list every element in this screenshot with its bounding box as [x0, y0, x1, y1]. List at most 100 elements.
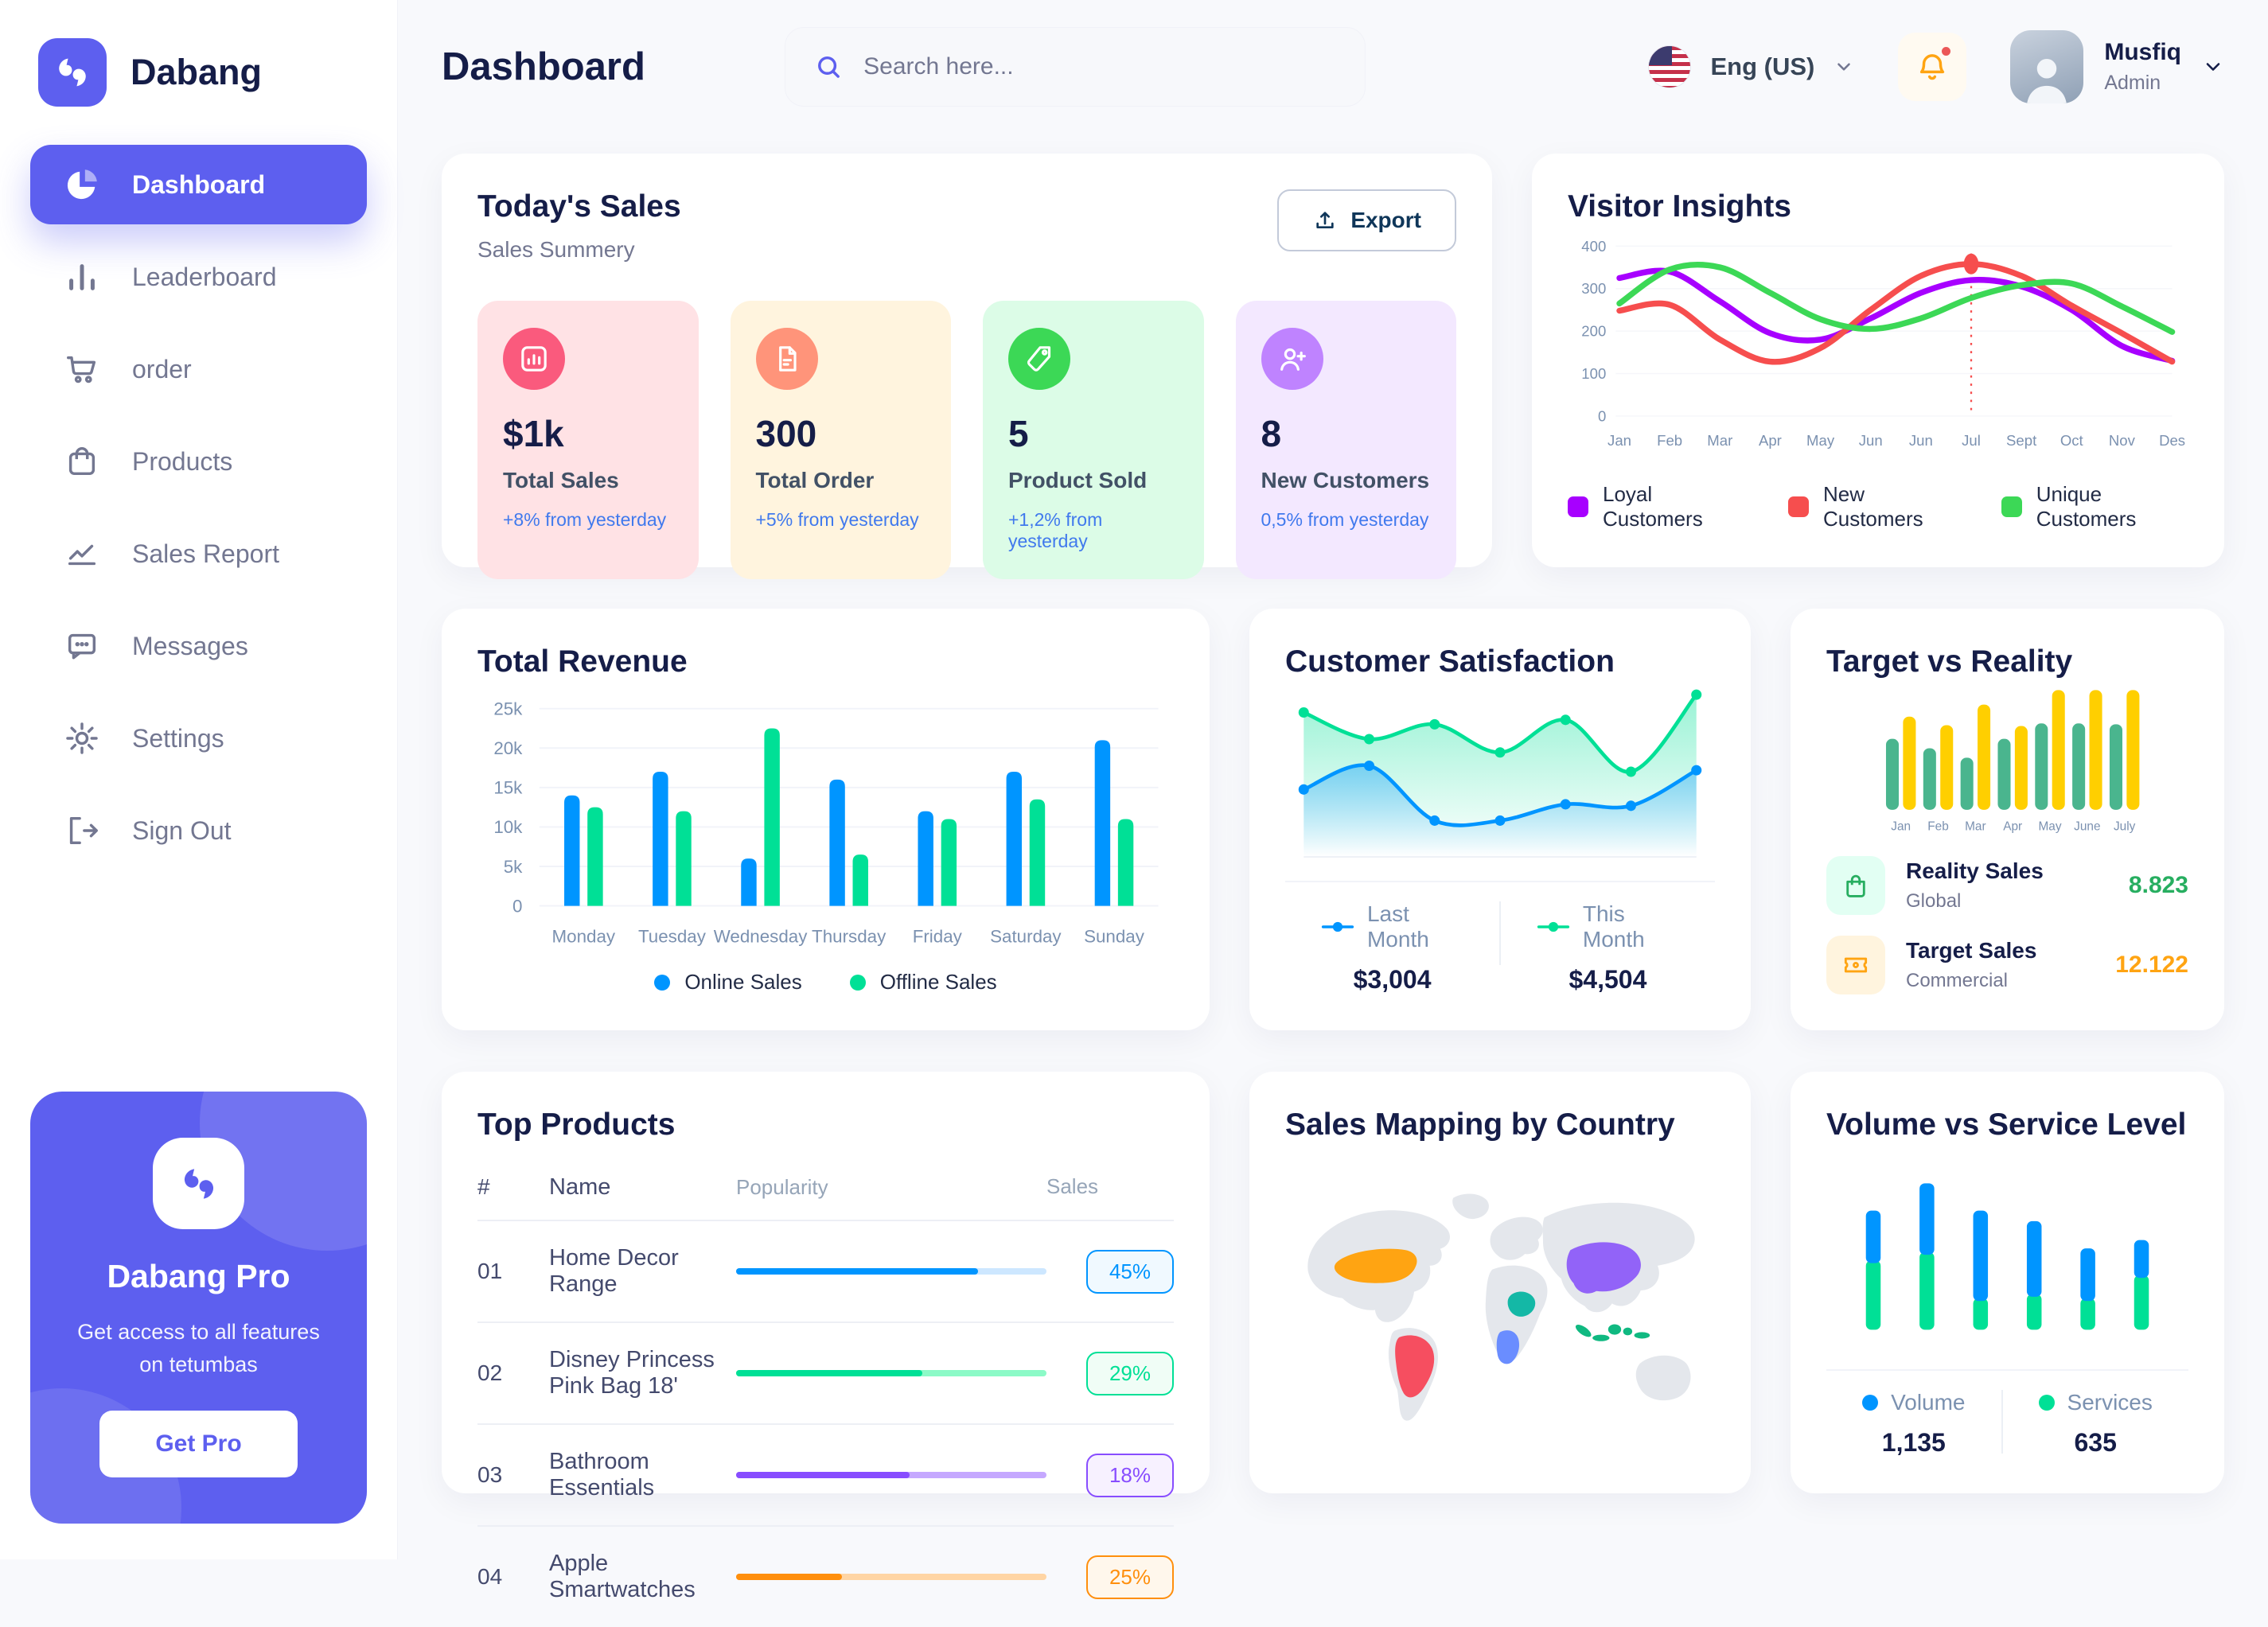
sidebar-item-dashboard[interactable]: Dashboard	[30, 145, 367, 224]
total-revenue-title: Total Revenue	[477, 644, 688, 679]
divider	[1826, 1369, 2188, 1371]
svg-text:Des: Des	[2159, 432, 2185, 449]
svg-text:15k: 15k	[493, 778, 523, 798]
sales-badge: 25%	[1086, 1555, 1174, 1599]
us-flag-icon	[1648, 45, 1692, 88]
popularity-bar	[736, 1574, 1046, 1580]
stat-delta: +8% from yesterday	[503, 509, 667, 530]
sidebar-item-label: Sign Out	[132, 815, 232, 845]
new-customers-stat-card: 8 New Customers 0,5% from yesterday	[1235, 301, 1456, 579]
svg-text:June: June	[2074, 819, 2100, 833]
loyal-customers-swatch	[1568, 496, 1588, 517]
sidebar-item-label: order	[132, 354, 192, 383]
svg-text:100: 100	[1581, 365, 1606, 382]
legend-label: Target Sales	[1906, 938, 2037, 963]
new-customers-swatch	[1787, 496, 1809, 517]
user-add-icon	[1261, 328, 1323, 390]
visitor-insights-chart: 0 100 200 300 400 Jan Feb Mar Apr May Jun Jun Jul Sep…	[1581, 238, 2185, 449]
top-header: Dashboard Eng (US)	[398, 0, 2268, 134]
visitor-insights-title: Visitor Insights	[1568, 189, 1791, 224]
pro-card-title: Dabang Pro	[107, 1258, 290, 1294]
order-file-icon	[755, 328, 818, 390]
app-logo: Dabang	[30, 30, 367, 145]
sidebar-item-label: Products	[132, 446, 233, 476]
volume-vs-service-chart	[1865, 1183, 2149, 1330]
services-total: 635	[2074, 1428, 2117, 1457]
svg-text:20k: 20k	[493, 738, 523, 758]
export-button[interactable]: Export	[1277, 189, 1456, 251]
customer-satisfaction-title: Customer Satisfaction	[1285, 644, 1615, 679]
page-title: Dashboard	[442, 45, 645, 88]
sidebar-item-label: Settings	[132, 723, 224, 753]
volume-dot	[1862, 1395, 1879, 1411]
sidebar-item-label: Dashboard	[132, 169, 266, 199]
sidebar-item-messages[interactable]: Messages	[30, 606, 367, 686]
legend-label: Reality Sales	[1906, 858, 2044, 883]
customer-satisfaction-card: Customer Satisfaction Last Month $3,004	[1249, 609, 1751, 1030]
sidebar-item-sign-out[interactable]: Sign Out	[30, 791, 367, 870]
country-indonesia	[1575, 1324, 1650, 1341]
top-products-title: Top Products	[477, 1107, 676, 1142]
main-area: Dashboard Eng (US)	[398, 0, 2268, 1602]
sales-mapping-card: Sales Mapping by Country	[1249, 1072, 1751, 1493]
reality-sales-bag-icon	[1826, 856, 1885, 915]
language-selector[interactable]: Eng (US)	[1648, 45, 1854, 88]
svg-text:Apr: Apr	[2003, 819, 2022, 833]
sidebar-item-products[interactable]: Products	[30, 422, 367, 501]
sidebar-item-label: Leaderboard	[132, 262, 277, 291]
bag-icon	[68, 447, 95, 476]
svg-text:Saturday: Saturday	[990, 926, 1062, 946]
total-order-stat-card: 300 Total Order +5% from yesterday	[730, 301, 951, 579]
legend-label: Last Month	[1366, 901, 1429, 952]
top-products-card: Top Products # Name Popularity Sales 01 …	[442, 1072, 1210, 1602]
sales-badge: 18%	[1086, 1453, 1174, 1497]
stat-label: New Customers	[1261, 468, 1430, 492]
target-vs-reality-title: Target vs Reality	[1826, 644, 2073, 679]
customer-satisfaction-legend: Last Month $3,004 This Month $4,504	[1285, 901, 1715, 994]
legend-label: Loyal Customers	[1603, 482, 1703, 531]
sidebar-item-sales-report[interactable]: Sales Report	[30, 514, 367, 594]
volume-vs-service-title: Volume vs Service Level	[1826, 1107, 2187, 1142]
search-input[interactable]	[863, 53, 1336, 80]
sales-badge: 29%	[1086, 1351, 1174, 1395]
sidebar-item-leaderboard[interactable]: Leaderboard	[30, 237, 367, 317]
gear-icon	[66, 722, 98, 754]
this-month-total: $4,504	[1569, 965, 1647, 994]
export-label: Export	[1350, 208, 1421, 232]
svg-text:Feb: Feb	[1657, 432, 1682, 449]
bell-icon	[1920, 54, 1945, 80]
notifications-button[interactable]	[1898, 33, 1967, 101]
user-menu[interactable]: Musfiq Admin	[2010, 30, 2224, 103]
sidebar-item-label: Messages	[132, 631, 248, 660]
export-icon	[1316, 212, 1334, 228]
todays-sales-card: Today's Sales Sales Summery Export	[442, 154, 1492, 579]
svg-text:10k: 10k	[493, 817, 523, 837]
top-products-table: # Name Popularity Sales 01 Home Decor Ra…	[477, 1166, 1174, 1627]
svg-text:Jul: Jul	[1962, 432, 1981, 449]
table-row: 04 Apple Smartwatches 25%	[477, 1527, 1174, 1627]
target-vs-reality-chart: Jan Feb Mar Apr May June July	[1885, 690, 2140, 833]
svg-text:May: May	[1806, 432, 1835, 449]
product-name: Home Decor Range	[549, 1245, 679, 1297]
svg-text:Sept: Sept	[2006, 432, 2037, 449]
column-header: #	[477, 1174, 490, 1199]
last-month-line-icon	[1321, 921, 1354, 932]
sign-out-icon	[69, 816, 98, 845]
target-sales-total: 12.122	[2115, 952, 2188, 978]
stat-value: $1k	[503, 413, 564, 454]
product-name: Bathroom Essentials	[549, 1449, 655, 1500]
legend-label: This Month	[1582, 901, 1645, 952]
tag-icon	[1008, 328, 1070, 390]
total-revenue-legend: Online Sales Offline Sales	[477, 970, 1174, 994]
stat-delta: +1,2% from yesterday	[1008, 509, 1103, 551]
get-pro-button[interactable]: Get Pro	[99, 1411, 298, 1477]
visitor-insights-card: Visitor Insights 0 100 200 300 400 Jan Feb Mar A…	[1532, 154, 2224, 567]
country-china	[1566, 1242, 1641, 1294]
divider	[1499, 901, 1501, 965]
pro-card-description: Get access to all features on tetumbas	[77, 1320, 320, 1376]
sidebar-item-label: Sales Report	[132, 539, 279, 568]
sidebar-item-settings[interactable]: Settings	[30, 699, 367, 778]
stat-delta: 0,5% from yesterday	[1261, 509, 1429, 530]
svg-text:0: 0	[1598, 407, 1606, 424]
sidebar-item-order[interactable]: order	[30, 329, 367, 409]
